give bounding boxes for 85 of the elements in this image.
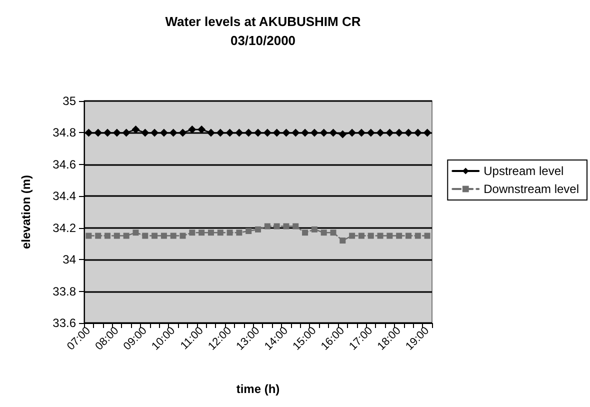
point (263, 128, 272, 137)
point (160, 232, 167, 239)
point (254, 128, 262, 137)
point (206, 128, 215, 137)
point (226, 128, 234, 137)
point (414, 232, 421, 239)
point (95, 232, 102, 239)
point (114, 232, 120, 239)
y-tick-label: 34.6 (52, 157, 76, 172)
point (368, 232, 374, 239)
point (386, 232, 393, 239)
point (320, 230, 327, 236)
point (282, 128, 290, 137)
point (264, 223, 270, 230)
point (123, 232, 130, 239)
point (104, 128, 112, 137)
point (292, 128, 300, 137)
y-tick-label: 34.8 (52, 126, 76, 140)
point (208, 230, 214, 236)
point (302, 230, 308, 236)
point (357, 128, 366, 137)
point (329, 128, 338, 137)
point (272, 128, 281, 137)
point (170, 232, 176, 239)
point (366, 128, 375, 137)
point (310, 128, 318, 137)
point (338, 130, 347, 138)
legend-label: Downstream level (484, 182, 580, 196)
point (152, 232, 158, 239)
point (395, 128, 404, 137)
point (292, 223, 299, 230)
y-axis-title: elevation (m) (19, 174, 33, 250)
point (94, 128, 102, 137)
point (150, 128, 159, 137)
point (301, 128, 310, 137)
y-tick-label: 35 (62, 94, 76, 108)
point (246, 228, 252, 234)
point (217, 230, 224, 236)
point (112, 128, 121, 137)
point (404, 128, 412, 137)
y-tick-label: 33.6 (52, 316, 76, 330)
point (132, 230, 139, 236)
point (330, 230, 336, 236)
point (216, 128, 224, 137)
point (340, 238, 346, 244)
point (236, 230, 242, 236)
point (86, 232, 92, 239)
y-tick-label: 34.4 (52, 189, 76, 204)
y-tick-label: 34.2 (52, 220, 76, 235)
point (180, 232, 186, 239)
point (358, 232, 364, 239)
point (235, 128, 244, 137)
point (311, 226, 318, 232)
x-axis-title: time (h) (236, 382, 280, 396)
point (349, 232, 356, 239)
chart-subtitle: 03/10/2000 (230, 33, 296, 48)
point (414, 128, 422, 137)
point (376, 128, 384, 137)
point (348, 128, 356, 137)
point (424, 232, 430, 239)
point (169, 128, 178, 137)
point (160, 128, 168, 137)
point (122, 128, 130, 137)
legend-label: Upstream level (484, 164, 564, 178)
point (142, 232, 148, 239)
point (405, 232, 412, 239)
point (396, 232, 402, 239)
point (189, 230, 196, 236)
point (320, 128, 328, 137)
point (178, 128, 187, 137)
point (244, 128, 253, 137)
chart-title: Water levels at AKUBUSHIM CR (165, 14, 362, 29)
point (255, 226, 261, 232)
point (198, 230, 205, 236)
point (423, 128, 432, 137)
point (274, 223, 280, 230)
point (386, 128, 394, 137)
y-tick-label: 34 (62, 252, 76, 267)
point (141, 128, 150, 137)
point (84, 128, 93, 137)
point (377, 232, 384, 239)
point (104, 232, 111, 239)
y-tick-label: 33.8 (52, 284, 76, 298)
point (226, 230, 233, 236)
point (283, 223, 290, 230)
